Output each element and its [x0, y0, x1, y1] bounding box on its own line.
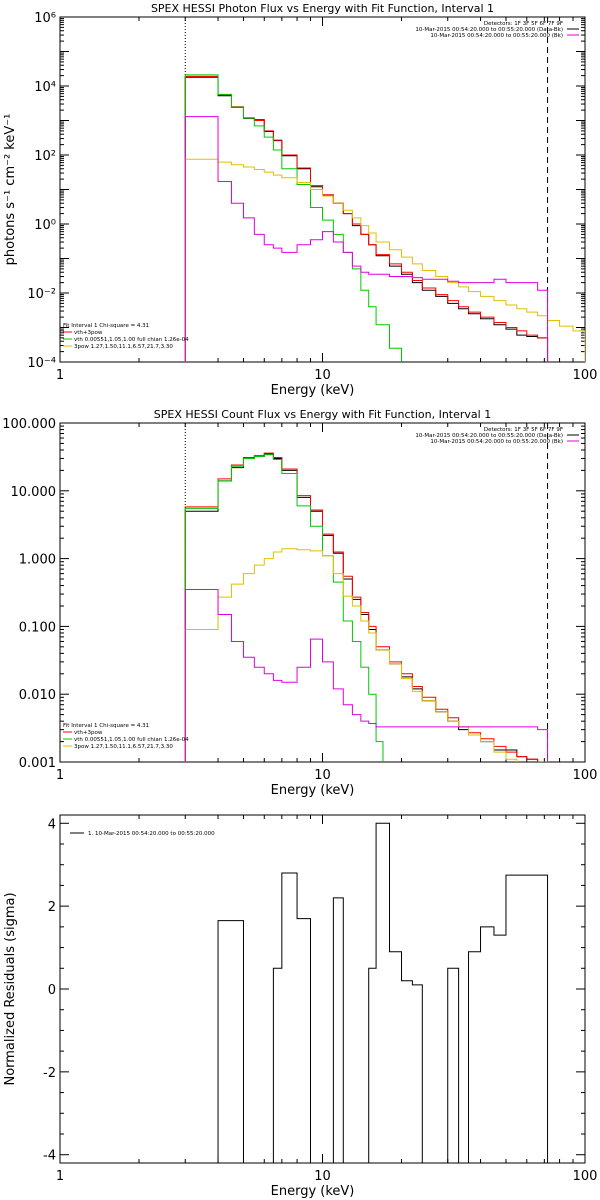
legend-entry: Fit Interval 1 Chi-square = 4.31	[63, 723, 149, 729]
y-tick-label: 2	[48, 900, 56, 915]
photon-flux-panel: SPEX HESSI Photon Flux vs Energy with Fi…	[3, 2, 597, 398]
x-tick-label: 1	[56, 1169, 64, 1184]
residuals-panel: 1 10 100 Energy (keV) -4 -2 0 2 4 Normalized Resi…	[3, 814, 598, 1199]
series-line	[184, 158, 585, 362]
y-axis-label: Normalized Residuals (sigma)	[3, 892, 18, 1085]
x-axis-label: Energy (keV)	[271, 383, 355, 398]
legend-entry: vth+3pow	[74, 330, 103, 336]
series-line	[184, 454, 384, 762]
legend-entry: vth 0.00551,1.05,1.00 full chian 1.26e-0…	[74, 737, 189, 743]
chart-title: SPEX HESSI Photon Flux vs Energy with Fi…	[151, 2, 494, 15]
info-line: 10-Mar-2015 00:54:20.000 to 00:55:20.000…	[415, 433, 563, 439]
y-tick-label: 100.000	[2, 417, 56, 432]
y-tick-label: 10.000	[11, 485, 57, 500]
x-tick-label: 10	[314, 1169, 331, 1184]
series-group	[184, 74, 585, 362]
legend-entry: vth 0.00551,1.05,1.00 full chian 1.26e-0…	[74, 337, 189, 343]
x-tick-label: 1	[56, 768, 64, 783]
y-tick-label: 10²	[34, 149, 56, 164]
y-tick-label: 0.010	[19, 688, 56, 703]
series-line	[184, 75, 549, 362]
x-tick-label: 1	[56, 368, 64, 383]
legend-entry: 3pow 1.27,1.50,11.1,6.57,21.7,3.30	[74, 744, 173, 750]
x-tick-label: 100	[573, 768, 598, 783]
legend-entry: Fit Interval 1 Chi-square = 4.31	[63, 323, 149, 329]
x-tick-label: 10	[314, 368, 331, 383]
series-line	[184, 453, 549, 762]
info-line: 10-Mar-2015 00:54:20.000 to 00:55:20.000…	[430, 439, 563, 445]
y-tick-label: 0	[48, 983, 56, 998]
plot-frame	[59, 814, 586, 1164]
y-axis-label: photons s⁻¹ cm⁻² keV⁻¹	[3, 114, 18, 266]
series-group	[217, 822, 549, 1163]
legend-entry: 1. 10-Mar-2015 00:54:20.000 to 00:55:20.…	[88, 831, 215, 837]
y-tick-label: 4	[48, 817, 56, 832]
y-tick-label: 10⁶	[34, 11, 56, 26]
info-line: Detectors: 1F 3F 5F 6F 7F 9F	[484, 427, 563, 433]
info-line: 10-Mar-2015 00:54:20.000 to 00:55:20.000…	[415, 27, 563, 33]
chart-title: SPEX HESSI Count Flux vs Energy with Fit…	[154, 408, 491, 421]
y-tick-label: -4	[43, 1149, 56, 1164]
x-axis-label: Energy (keV)	[271, 1184, 355, 1199]
plot-frame	[59, 422, 586, 763]
series-line	[217, 822, 549, 1163]
y-tick-label: 10⁻²	[27, 287, 56, 302]
y-tick-label: -2	[43, 1066, 56, 1081]
y-tick-label: 10⁻⁴	[27, 356, 56, 371]
y-tick-label: 0.001	[19, 756, 56, 771]
info-line: 10-Mar-2015 00:54:20.000 to 00:55:20.000…	[430, 33, 563, 39]
x-tick-label: 100	[573, 368, 598, 383]
y-tick-label: 10⁴	[34, 80, 56, 95]
info-line: Detectors: 1F 3F 5F 6F 7F 9F	[484, 21, 563, 27]
legend-entry: vth+3pow	[74, 730, 103, 736]
x-tick-label: 10	[314, 768, 331, 783]
x-axis-label: Energy (keV)	[271, 783, 355, 798]
series-group	[184, 452, 549, 762]
series-line	[184, 589, 549, 762]
series-line	[184, 76, 549, 362]
legend-entry: 3pow 1.27,1.50,11.1,6.57,21.7,3.30	[74, 344, 173, 350]
series-line	[184, 548, 518, 762]
x-tick-label: 100	[573, 1169, 598, 1184]
count-flux-panel: SPEX HESSI Count Flux vs Energy with Fit…	[2, 408, 597, 798]
series-line	[184, 452, 549, 762]
y-tick-label: 0.100	[19, 620, 56, 635]
y-tick-label: 10⁰	[34, 218, 56, 233]
y-tick-label: 1.000	[19, 553, 56, 568]
series-line	[184, 116, 549, 362]
